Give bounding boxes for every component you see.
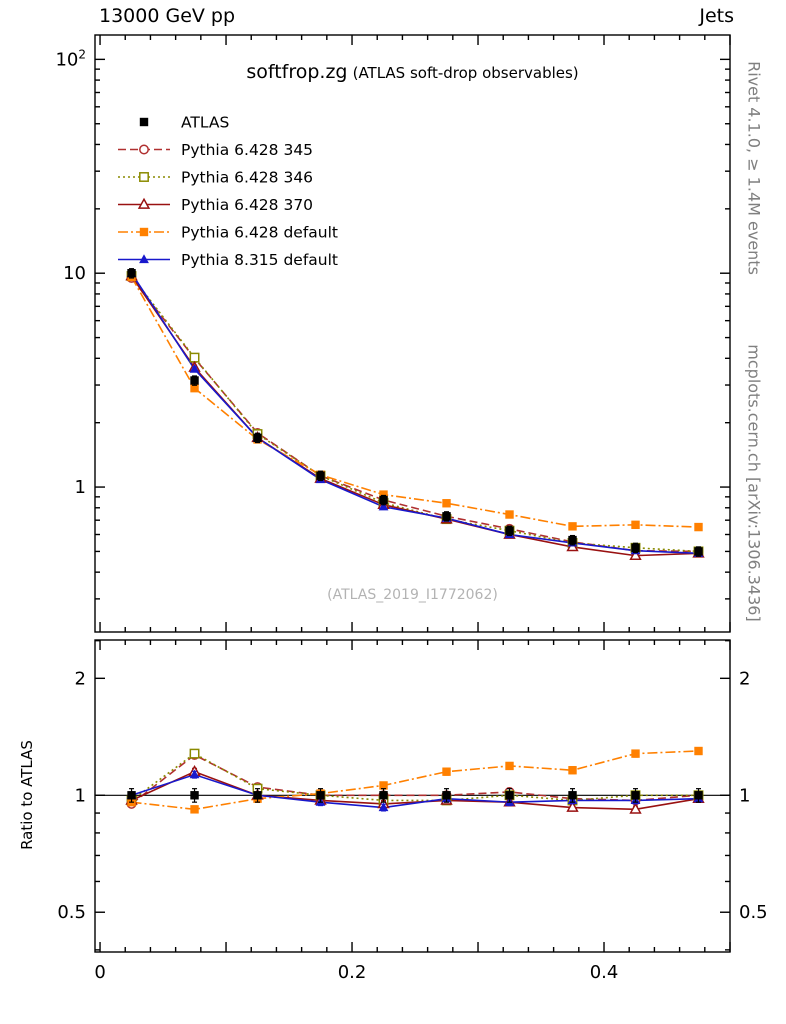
main-panel-frame (94, 34, 731, 633)
svg-text:Pythia 6.428 345: Pythia 6.428 345 (181, 141, 313, 159)
series-markers-pythia-6-428-346 (126, 271, 704, 806)
tick-labels: 1 10 102 0.5 0.5 1 1 2 2 0 0.2 0.4 (55, 47, 767, 983)
svg-text:0: 0 (94, 962, 105, 983)
series-line-pythia-6-428-370 (130, 275, 699, 811)
svg-text:2: 2 (75, 668, 86, 689)
legend: ATLAS Pythia 6.428 345 Pythia 6.428 346 Pyt… (118, 114, 338, 269)
series-markers-atlas (127, 268, 703, 803)
rivet-version-label: Rivet 4.1.0, ≥ 1.4M events (744, 61, 764, 275)
series-line-pythia-6-428-345 (130, 277, 699, 805)
svg-text:Pythia 8.315 default: Pythia 8.315 default (181, 251, 338, 269)
plot-title-sub: (ATLAS soft-drop observables) (352, 64, 579, 82)
ratio-panel-frame (94, 639, 731, 953)
legend-item-pythia-6-428-346: Pythia 6.428 346 (118, 169, 313, 187)
svg-text:Pythia 6.428 370: Pythia 6.428 370 (181, 196, 313, 214)
svg-text:Pythia 6.428 346: Pythia 6.428 346 (181, 169, 313, 187)
svg-text:0.5: 0.5 (57, 902, 86, 923)
series-markers-pythia-6-428-370 (125, 269, 705, 814)
svg-text:ATLAS: ATLAS (181, 114, 229, 132)
svg-text:Pythia 6.428 default: Pythia 6.428 default (181, 224, 338, 242)
header-beam-energy: 13000 GeV pp (99, 5, 236, 27)
series-markers-pythia-6-428-default (127, 272, 703, 814)
series-markers-pythia-6-428-345 (126, 273, 704, 809)
legend-item-pythia-6-428-345: Pythia 6.428 345 (118, 141, 313, 159)
legend-item-atlas: ATLAS (139, 114, 229, 132)
plot-title-main: softfrop.zg (246, 61, 348, 83)
svg-text:1: 1 (75, 477, 86, 498)
series-line-pythia-6-428-default (130, 276, 699, 811)
series-line-pythia-6-428-346 (130, 275, 699, 802)
svg-text:1: 1 (739, 785, 750, 806)
svg-text:1: 1 (75, 785, 86, 806)
axes (94, 34, 731, 953)
series-line-pythia-8-315-default (130, 272, 699, 809)
legend-item-pythia-6-428-default: Pythia 6.428 default (118, 224, 338, 242)
mcplots-credit-label: mcplots.cern.ch [arXiv:1306.3436] (744, 344, 764, 622)
svg-text:0.5: 0.5 (739, 902, 768, 923)
svg-text:102: 102 (55, 47, 86, 70)
svg-text:2: 2 (739, 668, 750, 689)
series-markers-pythia-8-315-default (126, 268, 704, 812)
ratio-axis-label: Ratio to ATLAS (18, 740, 36, 850)
svg-text:0.4: 0.4 (590, 962, 619, 983)
svg-text:0.2: 0.2 (338, 962, 367, 983)
svg-text:10: 10 (63, 263, 86, 284)
legend-item-pythia-6-428-370: Pythia 6.428 370 (118, 196, 313, 214)
analysis-id-watermark: (ATLAS_2019_I1772062) (327, 587, 498, 603)
legend-item-pythia-8-315-default: Pythia 8.315 default (118, 251, 338, 269)
header-analysis-group: Jets (699, 5, 734, 27)
plot-title: softfrop.zg (ATLAS soft-drop observables… (95, 61, 730, 83)
